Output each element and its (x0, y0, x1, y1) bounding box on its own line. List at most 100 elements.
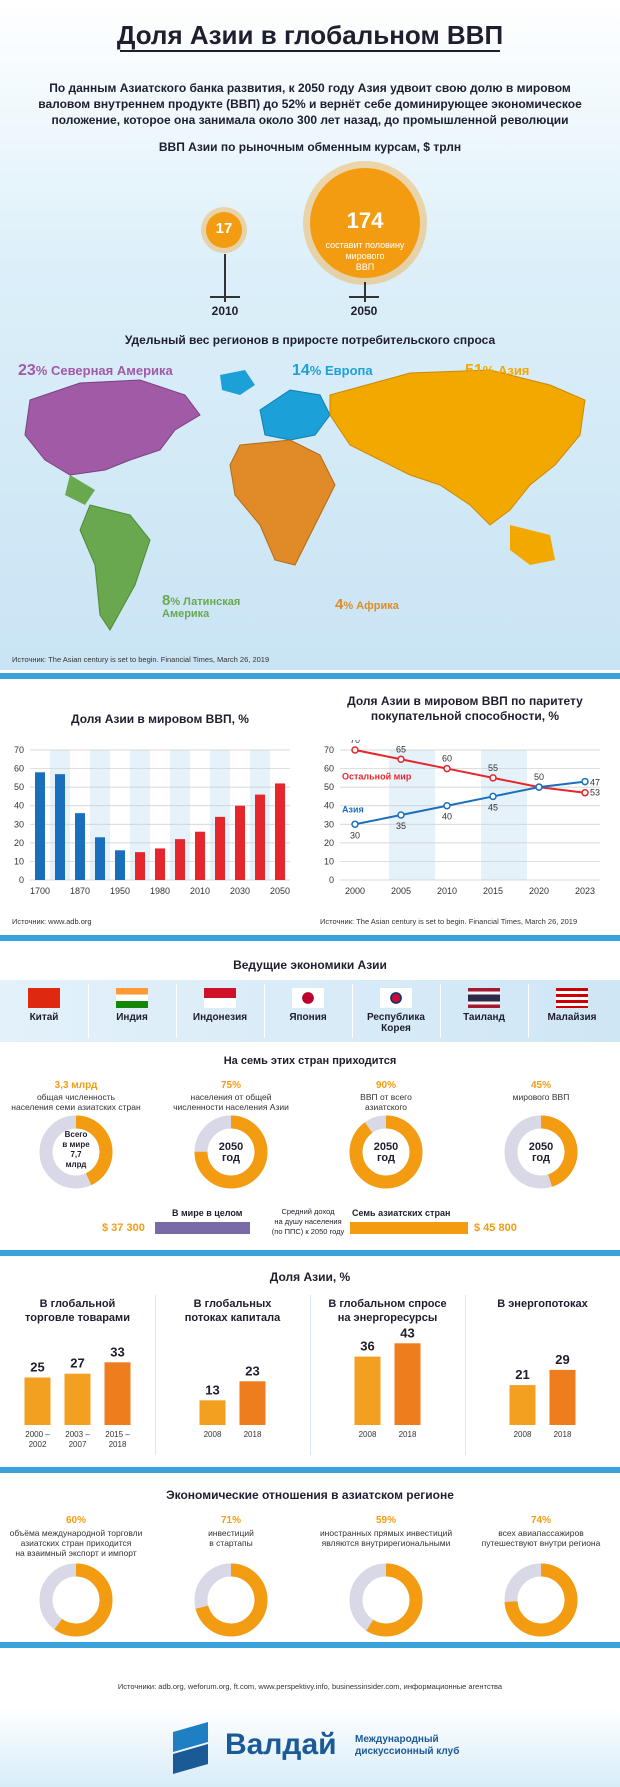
y-tick-label: 10 (324, 856, 334, 866)
stat-text: ВВП от всего азиатского (311, 1092, 461, 1112)
bar (195, 831, 205, 880)
donut-center-line: год (222, 1152, 240, 1164)
x-tick-label: 1870 (70, 886, 90, 896)
relation-text-line: в стартапы (209, 1538, 253, 1548)
line-chart-title: Доля Азии в мировом ВВП по паритету поку… (315, 694, 615, 724)
intro-line: По данным Азиатского банка развития, к 2… (49, 81, 571, 95)
country-divider (176, 984, 177, 1038)
y-tick-label: 0 (329, 875, 334, 885)
flag-icon (380, 988, 412, 1008)
bar-value: 43 (400, 1325, 414, 1340)
series-label: Азия (342, 804, 364, 814)
asia-ppp-line-chart: 0 10 20 30 40 50 60 70 2000 2005 2010 2015 2020 2023 7… (324, 740, 600, 896)
group-heading: В глобальной (40, 1298, 116, 1310)
bar-value: 33 (110, 1344, 124, 1359)
flag-icon (116, 988, 148, 1008)
flag-icon (468, 988, 500, 1008)
page-title: Доля Азии в глобальном ВВП (116, 20, 504, 50)
y-tick-label: 50 (324, 782, 334, 792)
country-divider (352, 984, 353, 1038)
flag-icon (292, 988, 324, 1008)
greenland-shape (220, 370, 255, 395)
bar (155, 848, 165, 880)
donut-arc (194, 1115, 268, 1189)
x-tick-label: 1980 (150, 886, 170, 896)
relation-text-line: путешествуют внутри региона (481, 1538, 601, 1548)
group-heading: торговле товарами (25, 1312, 130, 1324)
bar-value: 21 (515, 1367, 529, 1382)
x-tick-label: 2018 (244, 1430, 262, 1439)
title-line: покупательной способности, % (370, 709, 560, 723)
y-tick-label: 30 (324, 819, 334, 829)
south-america-shape (79, 504, 151, 631)
group-heading: потоках капитала (185, 1312, 281, 1324)
donut-center: Всего в мире 7,7 млрд (51, 1130, 101, 1170)
central-america-shape (65, 475, 95, 505)
divider (0, 1467, 620, 1473)
region-pct: 23 (18, 362, 36, 379)
share-heading: На семь этих стран приходится (223, 1055, 397, 1067)
x-tick-label: 2018 (399, 1430, 417, 1439)
relation-value: 60% (65, 1515, 86, 1526)
line-band (481, 750, 527, 880)
bar (549, 1369, 576, 1425)
country-name: Малайзия (547, 1012, 597, 1023)
shares-heading: Доля Азии, % (269, 1270, 351, 1284)
region-asia: 51% Азия (465, 362, 529, 380)
economies-heading: Ведущие экономики Азии (233, 958, 387, 972)
y-tick-label: 40 (324, 801, 334, 811)
data-point (581, 777, 589, 786)
relations-heading: Экономические отношения в азиатском реги… (166, 1488, 454, 1502)
relation-text-line: на взаимный экспорт и импорт (15, 1548, 137, 1558)
stat-text-line: ВВП от всего (360, 1092, 412, 1102)
region-name: Америка (162, 608, 210, 620)
bar (115, 850, 125, 880)
country-name: Китай (29, 1012, 59, 1023)
stat-value: 3,3 млрд (54, 1080, 98, 1091)
gdp-2050-line (364, 282, 366, 302)
y-tick-label: 0 (19, 875, 24, 885)
region-pct: 14 (292, 362, 310, 379)
caption-line: (по ППС) к 2050 году (271, 1227, 345, 1236)
relation-donut (504, 1563, 578, 1637)
caption-line: мирового (345, 251, 385, 261)
donut-arc (194, 1563, 268, 1637)
data-label: 35 (396, 821, 406, 831)
donut-center-line: 2050 (528, 1141, 554, 1153)
country-name: Таиланд (463, 1012, 505, 1023)
donut-center-line: 7,7 (70, 1150, 82, 1159)
y-tick-label: 10 (14, 856, 24, 866)
y-tick-label: 70 (14, 745, 24, 755)
bar (24, 1377, 51, 1425)
stat-donut (349, 1115, 423, 1189)
relation-text: иностранных прямых инвестиций являются вн… (308, 1528, 464, 1548)
relation-donut (349, 1563, 423, 1637)
flag-icon (556, 988, 588, 1008)
country-divider (528, 984, 529, 1038)
region-name: % Азия (482, 363, 530, 378)
gdp-2050-value: 174 (346, 208, 384, 233)
y-tick-label: 60 (324, 764, 334, 774)
bar (354, 1356, 381, 1425)
x-tick-label: 2050 (270, 886, 290, 896)
club-line: Международный (355, 1734, 439, 1745)
region-name: % Европа (309, 363, 373, 378)
gdp-2050-caption: составит половину мирового ВВП (310, 240, 420, 273)
data-label: 65 (396, 744, 406, 754)
gdp-2050-year: 2050 (350, 304, 378, 318)
region-europe: 14% Европа (292, 362, 373, 380)
gdp-2010-year: 2010 (211, 304, 239, 318)
caption-line: ВВП (355, 262, 375, 272)
data-point (351, 820, 359, 829)
bar (275, 783, 285, 880)
donut-center: 2050 год (516, 1142, 566, 1164)
income-world-label: В мире в целом (172, 1208, 243, 1218)
relation-text-line: являются внутрирегиональными (321, 1538, 451, 1548)
club-line: дискуссионный клуб (355, 1746, 460, 1757)
group-divider (155, 1295, 156, 1455)
y-tick-label: 70 (324, 745, 334, 755)
data-label: 53 (590, 788, 600, 798)
relation-donut (39, 1563, 113, 1637)
x-tick-label: 2002 (29, 1440, 47, 1449)
